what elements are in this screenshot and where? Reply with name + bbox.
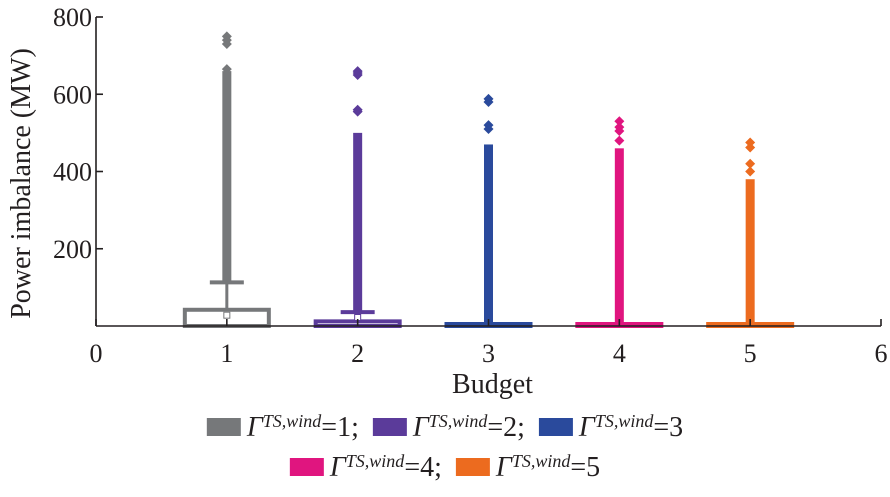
outlier-point: [221, 64, 232, 75]
outlier-point: [352, 66, 363, 77]
outlier-point: [745, 142, 756, 153]
y-tick-label: 800: [53, 3, 92, 32]
box-3: [444, 93, 533, 328]
y-tick-label: 400: [53, 158, 92, 187]
outlier-band: [353, 132, 363, 313]
legend-swatch: [289, 458, 324, 476]
outlier-band: [614, 148, 624, 326]
y-axis-title: Power imbalance (MW): [6, 48, 37, 319]
x-axis-title: Budget: [452, 369, 533, 400]
legend-swatch: [372, 418, 407, 436]
legend-swatch: [455, 458, 490, 476]
box-4: [575, 116, 664, 328]
legend: ΓTS,wind=1; ΓTS,wind=2; ΓTS,wind=3 ΓTS,wind…: [206, 411, 683, 483]
outlier-point: [745, 137, 756, 148]
legend-item-4: ΓTS,wind=4;: [289, 451, 442, 483]
outlier-point: [745, 166, 756, 177]
y-tick-label: 200: [53, 235, 92, 264]
legend-label: ΓTS,wind=4;: [329, 451, 442, 483]
x-tick-label: 2: [351, 339, 364, 368]
legend-swatch: [538, 418, 573, 436]
legend-label: ΓTS,wind=3: [578, 411, 683, 443]
outlier-point: [614, 116, 625, 127]
legend-label: ΓTS,wind=5: [495, 451, 600, 483]
box-2: [313, 66, 402, 328]
x-tick-label: 0: [90, 339, 103, 368]
outlier-point: [221, 31, 232, 42]
plot-area: [182, 31, 795, 328]
x-tick-label: 1: [220, 339, 233, 368]
x-tick-label: 3: [482, 339, 495, 368]
x-tick-label: 4: [613, 339, 626, 368]
box-1: [182, 31, 271, 328]
outlier-band: [484, 144, 493, 326]
legend-item-1: ΓTS,wind=1;: [206, 411, 359, 443]
legend-item-2: ΓTS,wind=2;: [372, 411, 525, 443]
legend-item-5: ΓTS,wind=5: [455, 451, 600, 483]
outlier-band: [222, 71, 232, 283]
axes: 200 400 600 800 0 1 2 3 4 5 6 Budget Power imbalance…: [6, 3, 888, 400]
legend-label: ΓTS,wind=2;: [412, 411, 525, 443]
outlier-point: [614, 135, 625, 146]
legend-label: ΓTS,wind=1;: [246, 411, 359, 443]
y-tick-label: 600: [53, 80, 92, 109]
outlier-point: [352, 104, 363, 115]
outlier-point: [614, 122, 625, 133]
outlier-point: [745, 158, 756, 169]
box-5: [706, 137, 795, 328]
x-tick-label: 6: [875, 339, 888, 368]
outlier-band: [745, 179, 755, 326]
outlier-point: [483, 93, 494, 104]
x-tick-label: 5: [744, 339, 757, 368]
legend-swatch: [206, 418, 241, 436]
legend-item-3: ΓTS,wind=3: [538, 411, 683, 443]
mean-marker: [223, 311, 231, 319]
outlier-point: [483, 120, 494, 131]
